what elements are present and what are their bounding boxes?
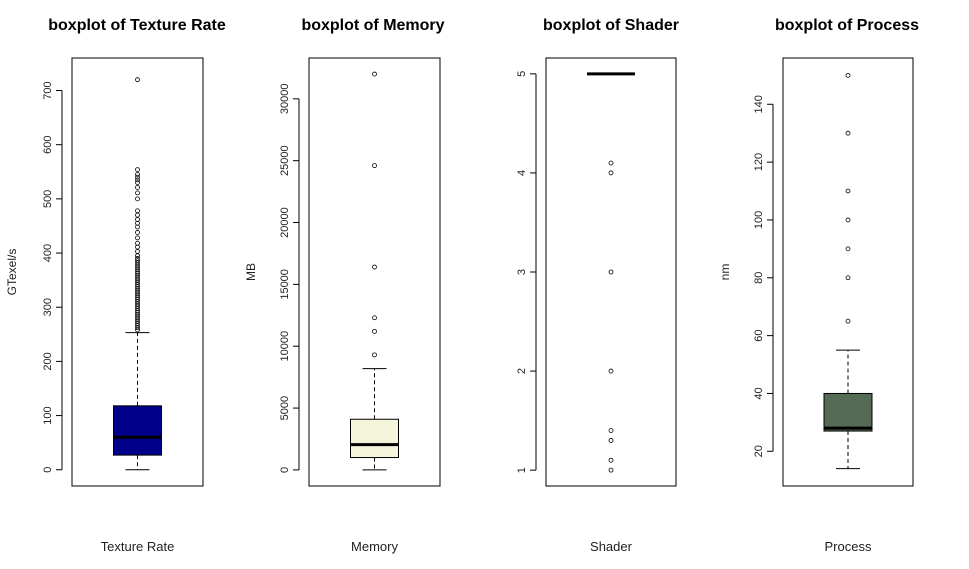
panel-title: boxplot of Memory xyxy=(301,17,444,34)
plot-frame xyxy=(782,57,914,487)
x-axis-label: Texture Rate xyxy=(101,539,175,554)
y-tick-label: 140 xyxy=(753,95,765,113)
y-tick-label: 10000 xyxy=(279,331,291,362)
outlier-point xyxy=(372,328,377,334)
outlier-point xyxy=(608,368,614,374)
y-tick-label: 700 xyxy=(42,81,54,99)
y-tick-label: 2 xyxy=(516,368,528,374)
outlier-point xyxy=(135,196,140,202)
outlier-point xyxy=(372,163,377,169)
outlier-point xyxy=(372,71,377,77)
outlier-point xyxy=(608,428,614,433)
outlier-point xyxy=(135,190,140,196)
panel-title: boxplot of Texture Rate xyxy=(48,17,226,34)
x-axis-label: Shader xyxy=(590,539,633,554)
y-tick-label: 100 xyxy=(753,211,765,229)
y-tick-label: 500 xyxy=(42,190,54,208)
outlier-point xyxy=(135,172,140,177)
y-tick-label: 4 xyxy=(516,170,528,176)
outlier-point xyxy=(135,240,140,246)
y-tick-label: 100 xyxy=(42,406,54,424)
outlier-point xyxy=(845,130,851,136)
y-tick-label: 5 xyxy=(516,71,528,77)
plot-frame xyxy=(545,57,677,487)
y-tick-label: 200 xyxy=(42,352,54,370)
y-axis-label: MB xyxy=(244,263,258,281)
outlier-point xyxy=(135,212,140,218)
outlier-point xyxy=(608,438,614,443)
y-tick-label: 20 xyxy=(753,445,765,457)
outlier-point xyxy=(135,77,140,83)
y-tick-label: 0 xyxy=(42,467,54,473)
outlier-point xyxy=(372,264,377,270)
outlier-point xyxy=(608,170,614,176)
y-tick-label: 400 xyxy=(42,244,54,262)
panel-title: boxplot of Process xyxy=(775,17,919,34)
plot-frame xyxy=(71,57,204,487)
outlier-point xyxy=(845,72,851,78)
outlier-point xyxy=(608,457,614,463)
y-tick-label: 120 xyxy=(753,153,765,171)
y-tick-label: 40 xyxy=(753,387,765,399)
iqr-box xyxy=(113,405,162,456)
outlier-point xyxy=(608,160,614,166)
x-axis-label: Memory xyxy=(351,539,398,554)
panel-title: boxplot of Shader xyxy=(543,17,679,34)
y-tick-label: 5000 xyxy=(279,396,291,420)
outlier-point xyxy=(845,275,851,281)
y-tick-label: 25000 xyxy=(279,145,291,176)
y-tick-label: 3 xyxy=(516,269,528,275)
y-tick-label: 80 xyxy=(753,272,765,284)
y-tick-label: 1 xyxy=(516,467,528,473)
y-axis-label: nm xyxy=(718,264,732,281)
outlier-point xyxy=(135,256,140,261)
outlier-point xyxy=(135,235,140,241)
outlier-point xyxy=(372,315,377,321)
outlier-point xyxy=(135,185,140,190)
y-tick-label: 15000 xyxy=(279,269,291,300)
outlier-point xyxy=(135,258,140,264)
outlier-point xyxy=(135,180,140,186)
outlier-point xyxy=(135,208,140,214)
y-tick-label: 0 xyxy=(279,467,291,473)
y-tick-label: 300 xyxy=(42,298,54,316)
y-tick-label: 20000 xyxy=(279,207,291,238)
outlier-point xyxy=(845,318,851,324)
outlier-point xyxy=(845,217,851,223)
outlier-point xyxy=(372,352,377,358)
x-axis-label: Process xyxy=(825,539,872,554)
outlier-point xyxy=(608,269,614,275)
outlier-point xyxy=(135,253,140,259)
outlier-point xyxy=(135,230,140,235)
y-tick-label: 30000 xyxy=(279,84,291,115)
outlier-point xyxy=(135,167,140,173)
outlier-point xyxy=(845,188,851,194)
y-tick-label: 600 xyxy=(42,136,54,154)
outlier-point xyxy=(135,249,140,254)
y-tick-label: 60 xyxy=(753,329,765,341)
outlier-point xyxy=(135,174,140,180)
outlier-point xyxy=(845,246,851,252)
outlier-point xyxy=(608,467,614,473)
plot-frame xyxy=(308,57,441,487)
outlier-point xyxy=(135,177,140,183)
iqr-box xyxy=(350,418,399,459)
y-axis-label: GTexel/s xyxy=(5,249,19,296)
iqr-box xyxy=(823,392,873,432)
